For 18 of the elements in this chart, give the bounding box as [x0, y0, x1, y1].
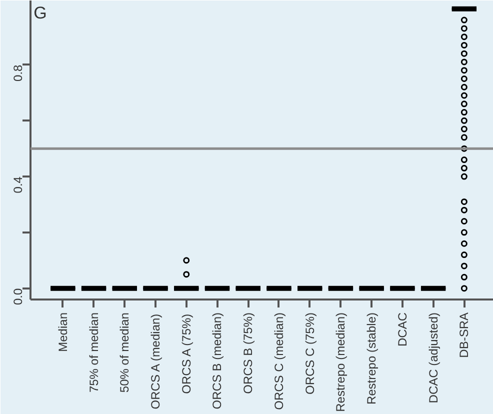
- y-tick-label: 0.8: [11, 64, 25, 82]
- y-tick-label: 0.0: [11, 288, 25, 306]
- annotation: G: [34, 4, 47, 22]
- y-tick-label: 0.4: [11, 176, 25, 194]
- x-tick-label: Restrepo (median): [334, 312, 348, 412]
- x-tick-label: DB-SRA: [457, 312, 472, 358]
- x-tick-label: DCAC: [395, 312, 410, 346]
- x-tick-label: ORCS A (75%): [179, 314, 194, 394]
- x-tick-label: Median: [56, 312, 70, 352]
- x-tick-label: 50% of median: [118, 312, 132, 393]
- x-tick-label: ORCS C (75%): [302, 312, 317, 395]
- x-tick-label: 75% of median: [86, 312, 101, 393]
- x-tick-label: ORCS A (median): [148, 314, 163, 410]
- x-tick-label: ORCS C (median): [272, 312, 286, 410]
- x-tick-label: ORCS B (median): [210, 312, 224, 410]
- x-tick-label: ORCS B (75%): [241, 312, 256, 394]
- x-tick-label: DCAC (adjusted): [426, 312, 440, 404]
- x-tick-label: Restrepo (stable): [364, 312, 379, 405]
